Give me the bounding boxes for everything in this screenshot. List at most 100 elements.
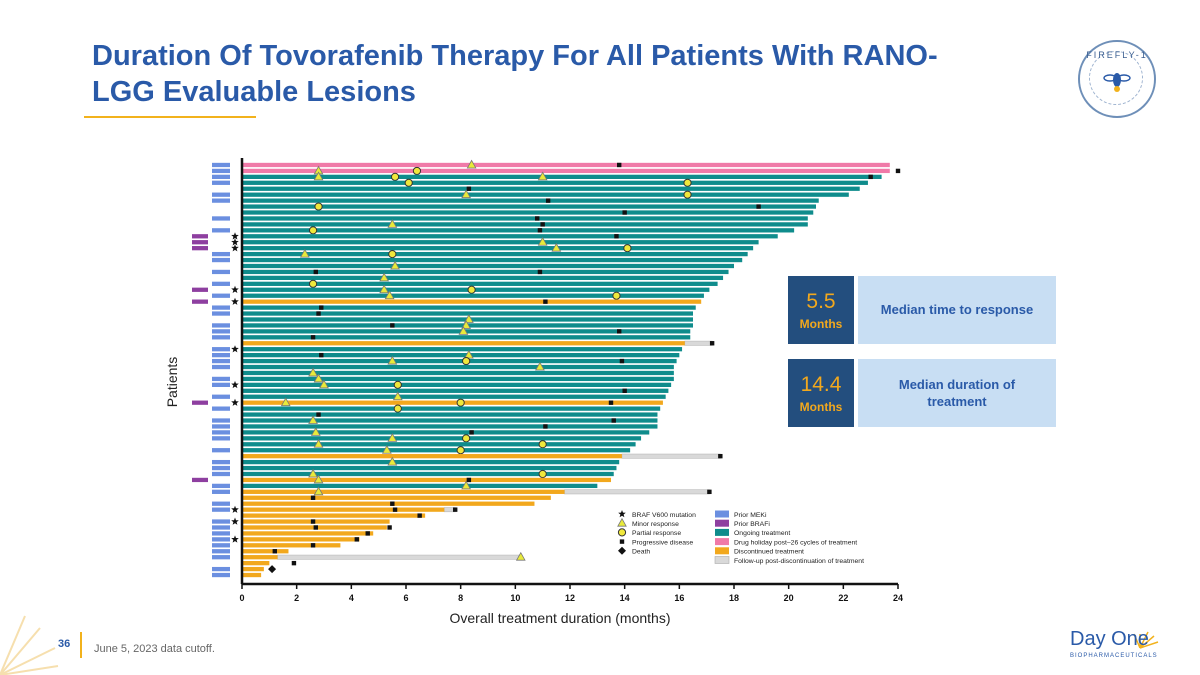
- legend-label: Minor response: [632, 521, 679, 528]
- braf-v600-star: [231, 380, 239, 389]
- title-underline: [84, 116, 256, 118]
- sunburst-decoration-left: [0, 615, 59, 675]
- prior-meki-mark: [212, 257, 230, 263]
- page-number: 36: [58, 638, 71, 650]
- prior-meki-mark: [212, 566, 230, 572]
- minor-response-marker: [387, 355, 398, 365]
- sun-icon: [1133, 631, 1159, 649]
- legend-star-icon: [618, 510, 626, 518]
- patient-bar: [242, 162, 890, 168]
- partial-response-marker: [683, 190, 692, 199]
- progressive-disease-marker: [756, 204, 761, 209]
- prior-meki-mark: [212, 364, 230, 370]
- patient-bar: [242, 448, 631, 453]
- braf-v600-star: [231, 232, 239, 240]
- logo-subtitle: BIOPHARMACEUTICALS: [1070, 653, 1158, 659]
- stat-duration-value: 14.4: [800, 373, 842, 396]
- followup-bar: [564, 489, 710, 495]
- legend-label: Follow-up post-discontinuation of treatm…: [734, 558, 864, 565]
- footer-note: June 5, 2023 data cutoff.: [94, 643, 215, 655]
- patient-bar: [242, 406, 661, 411]
- progressive-disease-marker: [709, 341, 715, 346]
- progressive-disease-marker: [392, 507, 398, 512]
- partial-response-marker: [467, 285, 476, 294]
- progressive-disease-marker: [453, 507, 458, 512]
- prior-meki-mark: [212, 323, 230, 328]
- progressive-disease-marker: [537, 228, 543, 233]
- minor-response-marker: [313, 438, 324, 448]
- patient-bar: [242, 436, 642, 441]
- progressive-disease-marker: [617, 162, 622, 168]
- progressive-disease-marker: [319, 305, 324, 310]
- prior-meki-mark: [212, 394, 230, 399]
- prior-brafi-mark: [192, 234, 208, 239]
- x-tick-label: 12: [565, 593, 575, 603]
- prior-meki-mark: [212, 269, 230, 275]
- progressive-disease-marker: [387, 525, 392, 530]
- firefly-icon: [1103, 73, 1131, 92]
- legend-swatch: [715, 528, 729, 536]
- prior-meki-mark: [212, 448, 230, 453]
- braf-v600-star: [231, 345, 239, 353]
- partial-response-marker: [456, 446, 465, 455]
- partial-response-marker: [393, 380, 402, 389]
- progressive-disease-marker: [543, 299, 548, 304]
- minor-response-marker: [392, 391, 403, 401]
- patient-bar: [242, 561, 270, 566]
- patient-bar: [242, 311, 693, 316]
- patient-bar: [242, 281, 718, 286]
- patient-bar: [242, 519, 390, 524]
- prior-brafi-mark: [192, 246, 208, 251]
- patient-bar: [242, 376, 674, 382]
- patient-bar: [242, 382, 672, 387]
- prior-meki-mark: [212, 198, 230, 203]
- braf-v600-star: [231, 517, 239, 525]
- firefly-badge: FIREFLY-1: [1078, 40, 1156, 118]
- legend-label: BRAF V600 mutation: [632, 512, 696, 519]
- legend-label: Drug holiday post–26 cycles of treatment: [734, 539, 857, 546]
- prior-meki-mark: [212, 525, 230, 530]
- stat-box-duration-label: [858, 359, 1056, 427]
- patient-bar: [242, 430, 650, 435]
- braf-v600-star: [231, 535, 239, 543]
- braf-v600-star: [231, 297, 239, 305]
- patient-bar: [242, 293, 704, 298]
- minor-response-marker: [537, 236, 548, 246]
- prior-meki-mark: [212, 507, 230, 512]
- legend-label: Ongoing treatment: [734, 530, 790, 537]
- prior-meki-mark: [212, 311, 230, 316]
- braf-v600-star: [231, 244, 239, 252]
- footer-divider: [80, 632, 82, 658]
- prior-meki-mark: [212, 501, 230, 506]
- minor-response-marker: [384, 290, 395, 300]
- partial-response-marker: [538, 440, 547, 449]
- progressive-disease-marker: [895, 168, 901, 174]
- patient-bar: [242, 299, 702, 304]
- x-tick-label: 22: [838, 593, 848, 603]
- minor-response-marker: [379, 272, 390, 282]
- patient-bar: [242, 370, 674, 376]
- legend-swatch: [715, 510, 729, 518]
- minor-response-marker: [313, 171, 324, 181]
- minor-response-marker: [381, 444, 392, 454]
- patient-bar: [242, 180, 868, 185]
- prior-brafi-mark: [192, 400, 208, 405]
- followup-bar: [277, 554, 522, 560]
- x-tick-label: 20: [784, 593, 794, 603]
- stat-response-label: Median time to response: [880, 302, 1034, 317]
- minor-response-marker: [313, 474, 324, 484]
- minor-response-marker: [319, 379, 329, 389]
- patient-bar: [242, 198, 819, 203]
- partial-response-marker: [683, 178, 692, 187]
- prior-meki-mark: [212, 537, 230, 542]
- prior-meki-mark: [212, 168, 230, 174]
- prior-meki-mark: [212, 192, 230, 197]
- prior-meki-mark: [212, 281, 230, 286]
- minor-response-marker: [280, 397, 291, 407]
- page-title: Duration Of Tovorafenib Therapy For All …: [92, 40, 938, 108]
- legend-circle-icon: [617, 528, 627, 537]
- x-tick-label: 10: [510, 593, 520, 603]
- stat-duration-unit: Months: [799, 400, 843, 414]
- prior-meki-mark: [212, 572, 230, 578]
- progressive-disease-marker: [310, 519, 316, 524]
